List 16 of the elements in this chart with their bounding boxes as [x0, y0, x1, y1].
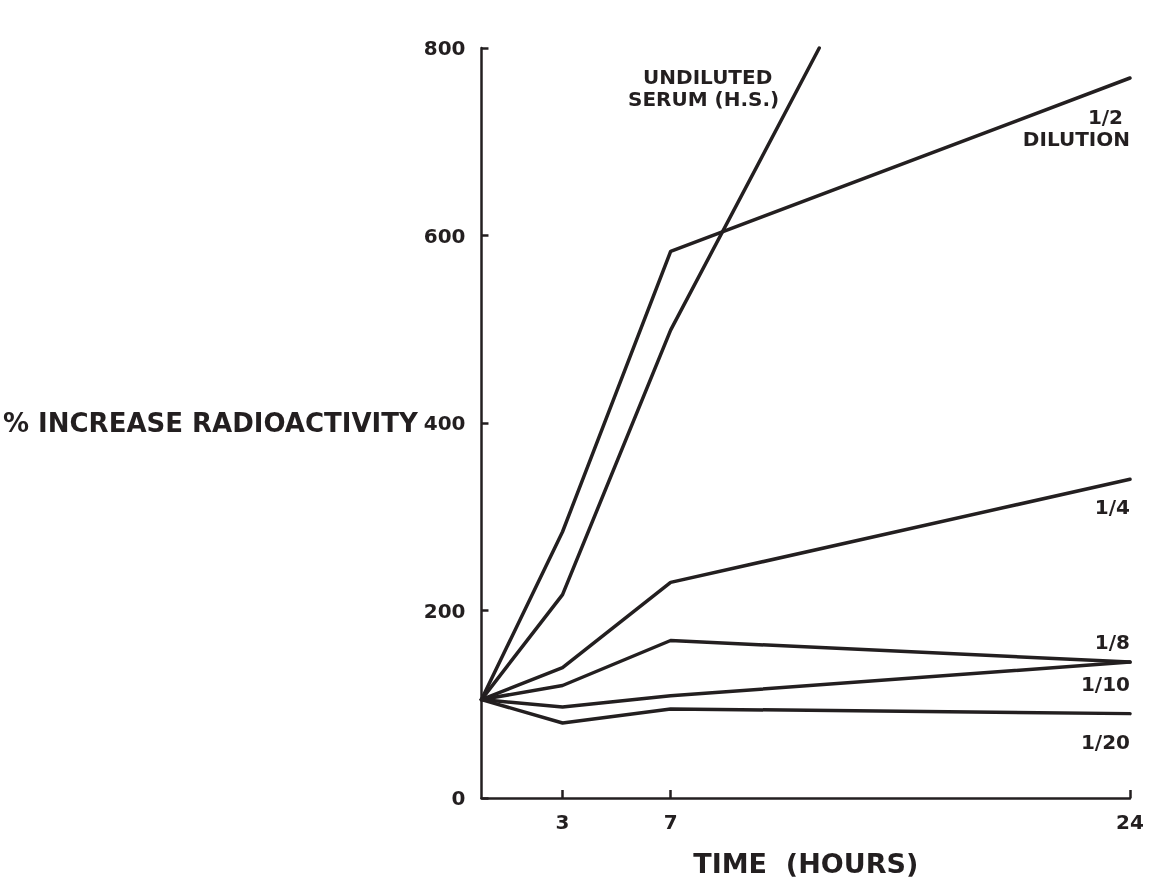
x-tick-label: 3	[555, 810, 570, 834]
y-tick-label: 200	[423, 598, 466, 623]
x-axis-title: TIME (HOURS)	[693, 848, 919, 879]
series-label: 1/4	[1094, 495, 1130, 520]
series-label: UNDILUTED SERUM (H.S.)	[628, 65, 780, 111]
y-tick-label: 0	[451, 786, 466, 810]
series-label: 1/10	[1080, 672, 1130, 697]
series-label: 1/20	[1080, 729, 1130, 754]
y-tick-label: 400	[423, 411, 466, 435]
y-tick-label: 800	[423, 36, 466, 60]
y-tick-label: 600	[423, 223, 466, 248]
x-tick-label: 24	[1116, 810, 1144, 834]
series-label: 1/2 DILUTION	[1022, 105, 1130, 151]
y-axis-title: % INCREASE RADIOACTIVITY	[2, 408, 419, 438]
series-label: 1/8	[1094, 630, 1130, 655]
x-tick-label: 7	[663, 810, 678, 834]
